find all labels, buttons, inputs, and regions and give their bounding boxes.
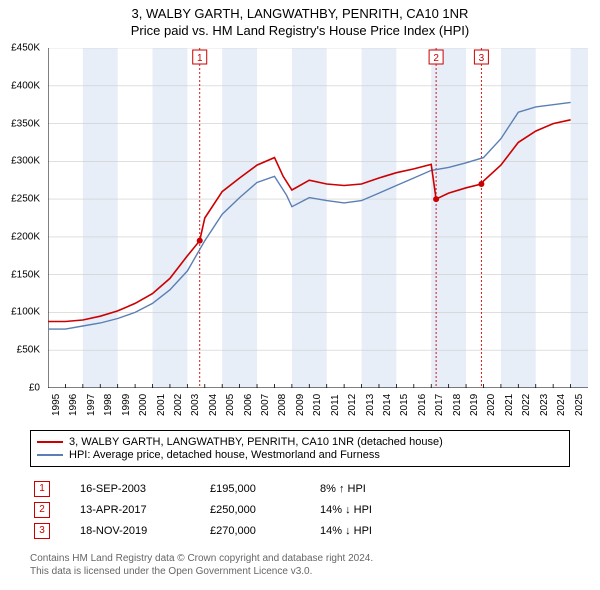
event-date: 16-SEP-2003 [80,483,210,495]
legend-box: 3, WALBY GARTH, LANGWATHBY, PENRITH, CA1… [30,430,570,467]
event-diff: 14% ↓ HPI [320,525,372,537]
x-tick-label: 2015 [399,394,410,416]
x-tick-label: 2024 [556,394,567,416]
svg-text:2: 2 [433,53,439,64]
y-tick-label: £150K [11,269,40,280]
x-tick-label: 1996 [68,394,79,416]
x-tick-label: 2008 [277,394,288,416]
x-tick-label: 2025 [574,394,585,416]
x-tick-label: 2020 [486,394,497,416]
title-block: 3, WALBY GARTH, LANGWATHBY, PENRITH, CA1… [0,0,600,38]
legend-item: 3, WALBY GARTH, LANGWATHBY, PENRITH, CA1… [37,436,563,448]
event-row: 1 16-SEP-2003 £195,000 8% ↑ HPI [30,481,570,497]
chart-title-address: 3, WALBY GARTH, LANGWATHBY, PENRITH, CA1… [0,6,600,21]
event-date: 13-APR-2017 [80,504,210,516]
y-tick-label: £100K [11,307,40,318]
x-tick-label: 2012 [347,394,358,416]
legend-label: HPI: Average price, detached house, West… [69,449,380,461]
x-tick-label: 2013 [365,394,376,416]
x-tick-label: 1998 [103,394,114,416]
x-tick-label: 2002 [173,394,184,416]
y-tick-label: £50K [17,345,40,356]
x-tick-label: 2023 [539,394,550,416]
x-tick-label: 1999 [121,394,132,416]
x-tick-label: 2011 [330,394,341,416]
x-tick-label: 2007 [260,394,271,416]
events-block: 1 16-SEP-2003 £195,000 8% ↑ HPI 2 13-APR… [30,476,570,544]
x-tick-label: 2021 [504,394,515,416]
x-tick-label: 2018 [452,394,463,416]
x-tick-label: 2005 [225,394,236,416]
event-marker: 1 [34,481,50,497]
x-tick-label: 1995 [51,394,62,416]
event-price: £195,000 [210,483,320,495]
x-tick-label: 2006 [243,394,254,416]
event-diff: 8% ↑ HPI [320,483,366,495]
event-row: 2 13-APR-2017 £250,000 14% ↓ HPI [30,502,570,518]
x-tick-label: 2014 [382,394,393,416]
x-tick-label: 2000 [138,394,149,416]
event-price: £250,000 [210,504,320,516]
event-date: 18-NOV-2019 [80,525,210,537]
y-tick-label: £400K [11,80,40,91]
event-row: 3 18-NOV-2019 £270,000 14% ↓ HPI [30,523,570,539]
legend-item: HPI: Average price, detached house, West… [37,449,563,461]
y-tick-label: £0 [29,383,40,394]
legend-label: 3, WALBY GARTH, LANGWATHBY, PENRITH, CA1… [69,436,443,448]
x-tick-label: 2003 [190,394,201,416]
legend-swatch [37,454,63,456]
legend-swatch [37,441,63,443]
x-tick-label: 2001 [156,394,167,416]
y-axis-labels: £0£50K£100K£150K£200K£250K£300K£350K£400… [0,48,44,388]
event-diff: 14% ↓ HPI [320,504,372,516]
footer-block: Contains HM Land Registry data © Crown c… [30,552,570,578]
x-tick-label: 2017 [434,394,445,416]
chart-title-subtitle: Price paid vs. HM Land Registry's House … [0,23,600,38]
chart-svg: 1 2 3 [48,48,588,388]
x-tick-label: 2009 [295,394,306,416]
svg-text:1: 1 [197,53,203,64]
svg-text:3: 3 [479,53,485,64]
x-tick-label: 2004 [208,394,219,416]
y-tick-label: £450K [11,43,40,54]
chart-container: 3, WALBY GARTH, LANGWATHBY, PENRITH, CA1… [0,0,600,590]
x-tick-label: 2022 [521,394,532,416]
event-marker: 3 [34,523,50,539]
x-tick-label: 2010 [312,394,323,416]
event-price: £270,000 [210,525,320,537]
x-tick-label: 1997 [86,394,97,416]
footer-line2: This data is licensed under the Open Gov… [30,565,570,578]
y-tick-label: £200K [11,231,40,242]
y-tick-label: £300K [11,156,40,167]
plot-area: 1 2 3 [48,48,588,388]
x-tick-label: 2016 [417,394,428,416]
y-tick-label: £350K [11,118,40,129]
x-axis-labels: 1995 1996 1997 1998 1999 2000 2001 2002 2003 2004… [48,390,588,420]
x-tick-label: 2019 [469,394,480,416]
y-tick-label: £250K [11,194,40,205]
footer-line1: Contains HM Land Registry data © Crown c… [30,552,570,565]
event-marker: 2 [34,502,50,518]
